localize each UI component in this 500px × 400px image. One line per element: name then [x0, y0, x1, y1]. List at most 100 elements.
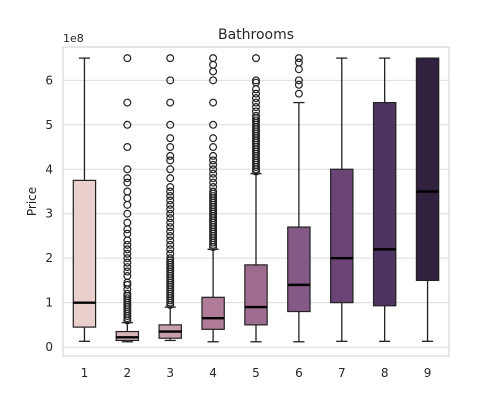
outlier-point	[252, 111, 261, 120]
outlier-point	[166, 143, 175, 152]
outlier-point	[166, 134, 175, 143]
outlier-point	[123, 280, 132, 289]
box-group-8	[372, 57, 397, 342]
outlier-point	[166, 174, 175, 183]
outlier-point	[166, 240, 175, 249]
outlier-point	[166, 245, 175, 254]
box-body	[372, 101, 397, 307]
outlier-point	[209, 151, 218, 160]
outlier-point	[123, 120, 132, 129]
outlier-point	[294, 89, 303, 98]
outlier-point	[209, 67, 218, 76]
outlier-point	[166, 254, 175, 263]
outlier-point	[252, 103, 261, 112]
outlier-point	[123, 271, 132, 280]
chart-title: Bathrooms	[218, 27, 294, 43]
box-group-9	[415, 57, 440, 342]
box-body	[287, 226, 311, 313]
outlier-point	[123, 258, 132, 267]
y-tick-label: 0	[45, 340, 53, 354]
box-group-1	[72, 57, 97, 342]
outlier-point	[166, 200, 175, 209]
box-group-6	[287, 54, 311, 343]
outlier-point	[252, 89, 261, 98]
outlier-point	[123, 229, 132, 238]
box-body	[72, 179, 97, 328]
x-tick-label: 3	[166, 366, 174, 380]
outlier-point	[252, 78, 261, 87]
box-group-3	[158, 54, 182, 342]
outlier-point	[252, 85, 261, 94]
outlier-point	[166, 258, 175, 267]
outlier-point	[123, 143, 132, 152]
x-tick-label: 4	[209, 366, 217, 380]
box-series	[72, 54, 440, 343]
outlier-point	[209, 160, 218, 169]
outlier-point	[252, 107, 261, 116]
outlier-point	[166, 227, 175, 236]
x-tick-label: 1	[81, 366, 89, 380]
y-axis-label: Price	[25, 187, 39, 216]
y-axis-ticks: 0 1 2 3 4 5 6	[45, 73, 53, 354]
outlier-point	[252, 76, 261, 85]
outlier-point	[209, 60, 218, 69]
outlier-point	[209, 183, 218, 192]
box-group-5	[244, 54, 268, 343]
outlier-point	[166, 223, 175, 232]
outlier-point	[294, 58, 303, 67]
box-body	[115, 330, 140, 342]
outlier-point	[123, 187, 132, 196]
outlier-point	[209, 191, 218, 200]
outlier-point	[166, 231, 175, 240]
x-tick-label: 7	[338, 366, 346, 380]
outlier-point	[166, 156, 175, 165]
outlier-point	[294, 54, 303, 63]
outlier-point	[209, 178, 218, 187]
y-axis-offset-text: 1e8	[63, 32, 84, 45]
outlier-point	[123, 218, 132, 227]
outlier-point	[166, 214, 175, 223]
box-body	[244, 264, 268, 326]
outlier-point	[166, 187, 175, 196]
outlier-point	[166, 205, 175, 214]
outlier-point	[209, 165, 218, 174]
x-tick-label: 9	[424, 366, 432, 380]
outlier-point	[209, 169, 218, 178]
outlier-point	[166, 249, 175, 258]
outlier-point	[123, 209, 132, 218]
outlier-point	[166, 54, 175, 63]
outlier-point	[252, 94, 261, 103]
outlier-point	[123, 263, 132, 272]
outlier-point	[123, 165, 132, 174]
outlier-point	[166, 183, 175, 192]
outlier-point	[123, 294, 132, 303]
outlier-point	[123, 236, 132, 245]
x-axis-ticks: 1 2 3 4 5 6 7 8 9	[81, 366, 432, 380]
x-tick-label: 8	[381, 366, 389, 380]
outlier-point	[209, 76, 218, 85]
box-body	[415, 57, 440, 282]
outlier-point	[123, 174, 132, 183]
outlier-point	[294, 65, 303, 74]
outlier-point	[123, 245, 132, 254]
outlier-point	[209, 187, 218, 196]
outlier-point	[123, 254, 132, 263]
box-body	[201, 296, 225, 330]
outlier-point	[166, 191, 175, 200]
outlier-point	[123, 225, 132, 234]
y-tick-label: 1	[45, 296, 53, 310]
outlier-point	[209, 98, 218, 107]
outlier-point	[252, 98, 261, 107]
outlier-point	[166, 151, 175, 160]
outlier-point	[123, 240, 132, 249]
box-group-2	[115, 54, 140, 343]
outlier-point	[123, 98, 132, 107]
outlier-point	[123, 267, 132, 276]
outlier-point	[252, 116, 261, 125]
outlier-point	[123, 249, 132, 258]
y-tick-label: 2	[45, 251, 53, 265]
outlier-point	[123, 178, 132, 187]
outlier-point	[123, 54, 132, 63]
outlier-point	[166, 165, 175, 174]
